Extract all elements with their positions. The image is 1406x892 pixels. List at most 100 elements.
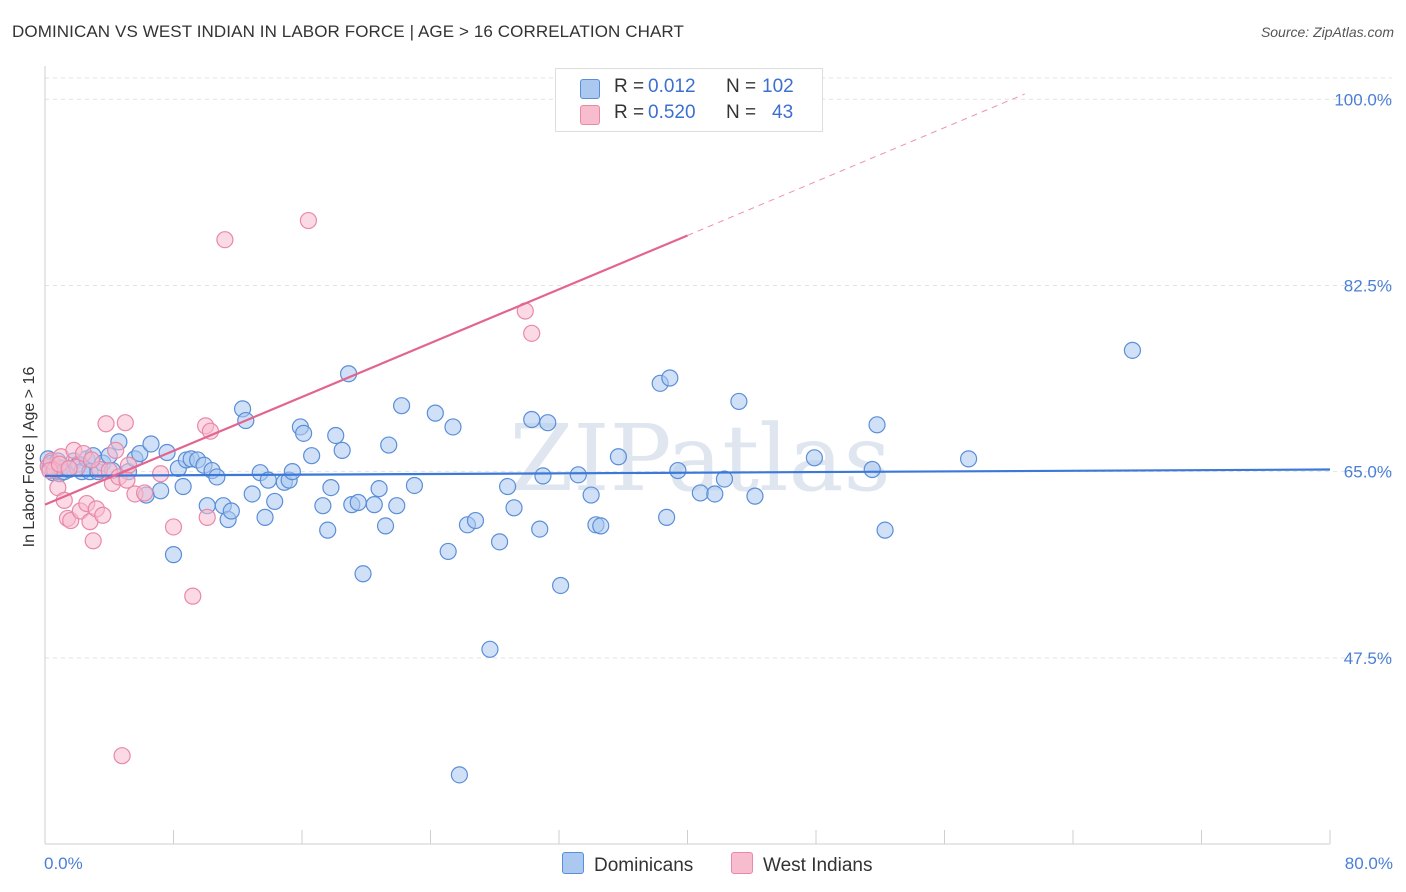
data-point <box>531 520 549 538</box>
data-point <box>97 415 115 433</box>
data-point <box>746 487 764 505</box>
data-point <box>131 444 149 463</box>
r-label: R = <box>614 102 645 123</box>
data-point <box>505 499 523 517</box>
data-point <box>327 426 345 445</box>
data-point <box>661 369 679 387</box>
data-point <box>805 449 823 467</box>
data-point <box>539 414 557 432</box>
bottom-legend-west-indians[interactable]: West Indians <box>731 852 872 877</box>
data-point <box>490 533 509 551</box>
data-point <box>84 532 102 550</box>
data-point <box>116 414 134 432</box>
data-point <box>592 517 610 535</box>
data-point <box>481 640 499 658</box>
legend-swatch-dominicans <box>562 852 584 874</box>
data-point <box>730 392 748 411</box>
data-point <box>582 486 600 504</box>
n-label: N = <box>726 76 757 97</box>
data-point <box>333 441 351 459</box>
data-point <box>370 480 388 498</box>
data-point <box>569 466 587 484</box>
x-tick-label: 0.0% <box>44 854 83 873</box>
data-point <box>314 497 332 515</box>
data-point <box>322 478 340 497</box>
y-tick-label: 100.0% <box>1334 90 1392 109</box>
series-west-indians <box>39 211 541 765</box>
data-point <box>392 397 411 415</box>
data-point <box>319 521 337 539</box>
y-tick-label: 82.5% <box>1344 276 1392 295</box>
data-point <box>208 468 226 486</box>
data-point <box>706 485 724 503</box>
data-point <box>1123 341 1142 359</box>
data-point <box>552 576 570 595</box>
legend-label-west-indians: West Indians <box>763 855 873 876</box>
data-point <box>266 492 284 511</box>
data-point <box>164 546 183 564</box>
r-value-dominicans: 0.012 <box>648 76 696 97</box>
r-label: R = <box>614 76 645 97</box>
data-point <box>107 441 125 459</box>
data-point <box>60 459 78 478</box>
data-point <box>388 497 406 515</box>
data-point <box>450 766 469 784</box>
data-point <box>222 502 240 520</box>
data-point <box>198 508 216 526</box>
data-point <box>426 404 444 422</box>
data-point <box>113 747 131 765</box>
data-point <box>152 482 170 500</box>
data-point <box>164 518 183 536</box>
data-point <box>376 517 395 535</box>
r-value-west-indians: 0.520 <box>648 102 696 123</box>
data-point <box>868 416 886 434</box>
trend-line-extension <box>687 93 1026 236</box>
legend-label-dominicans: Dominicans <box>594 855 694 876</box>
data-point <box>691 484 709 502</box>
data-point <box>354 565 372 583</box>
data-point <box>876 521 894 539</box>
y-tick-label: 65.0% <box>1344 463 1392 482</box>
legend-swatch-west-indians <box>580 105 600 125</box>
source-label: Source: ZipAtlas.com <box>1260 24 1394 40</box>
data-point <box>959 450 978 468</box>
data-point <box>380 436 398 454</box>
n-value-dominicans: 102 <box>762 76 794 97</box>
data-point <box>466 511 485 530</box>
data-point <box>523 324 541 342</box>
data-point <box>174 477 192 496</box>
data-point <box>256 508 274 526</box>
data-point <box>82 451 101 469</box>
data-point <box>349 493 367 512</box>
data-point <box>152 465 170 483</box>
data-point <box>135 484 154 502</box>
data-point <box>863 460 881 479</box>
data-point <box>303 447 321 465</box>
legend-swatch-west-indians <box>731 852 753 874</box>
bottom-legend-dominicans[interactable]: Dominicans <box>562 852 693 877</box>
n-label: N = <box>726 102 757 123</box>
legend-swatch-dominicans <box>580 79 600 99</box>
data-point <box>295 424 313 442</box>
data-point <box>365 496 383 514</box>
data-point <box>283 463 301 481</box>
data-point <box>444 418 462 436</box>
data-point <box>609 448 628 466</box>
trend-lines <box>44 93 1331 506</box>
data-point <box>658 508 676 526</box>
data-point <box>405 476 424 495</box>
grid-lines <box>45 77 1392 659</box>
data-point <box>243 485 261 503</box>
data-point <box>499 477 517 496</box>
data-point <box>523 410 541 429</box>
data-point <box>715 470 734 488</box>
data-point <box>439 542 457 561</box>
correlation-legend: R = 0.012 N = 102 R = 0.520 N = 43 <box>555 68 823 132</box>
data-point <box>184 587 202 605</box>
data-point <box>142 435 160 453</box>
tick-labels: 47.5% 65.0% 82.5% 100.0% 0.0% 80.0% <box>44 90 1393 873</box>
x-tick-label: 80.0% <box>1345 854 1393 873</box>
n-value-west-indians: 43 <box>772 102 794 123</box>
series-dominicans <box>39 341 1142 784</box>
